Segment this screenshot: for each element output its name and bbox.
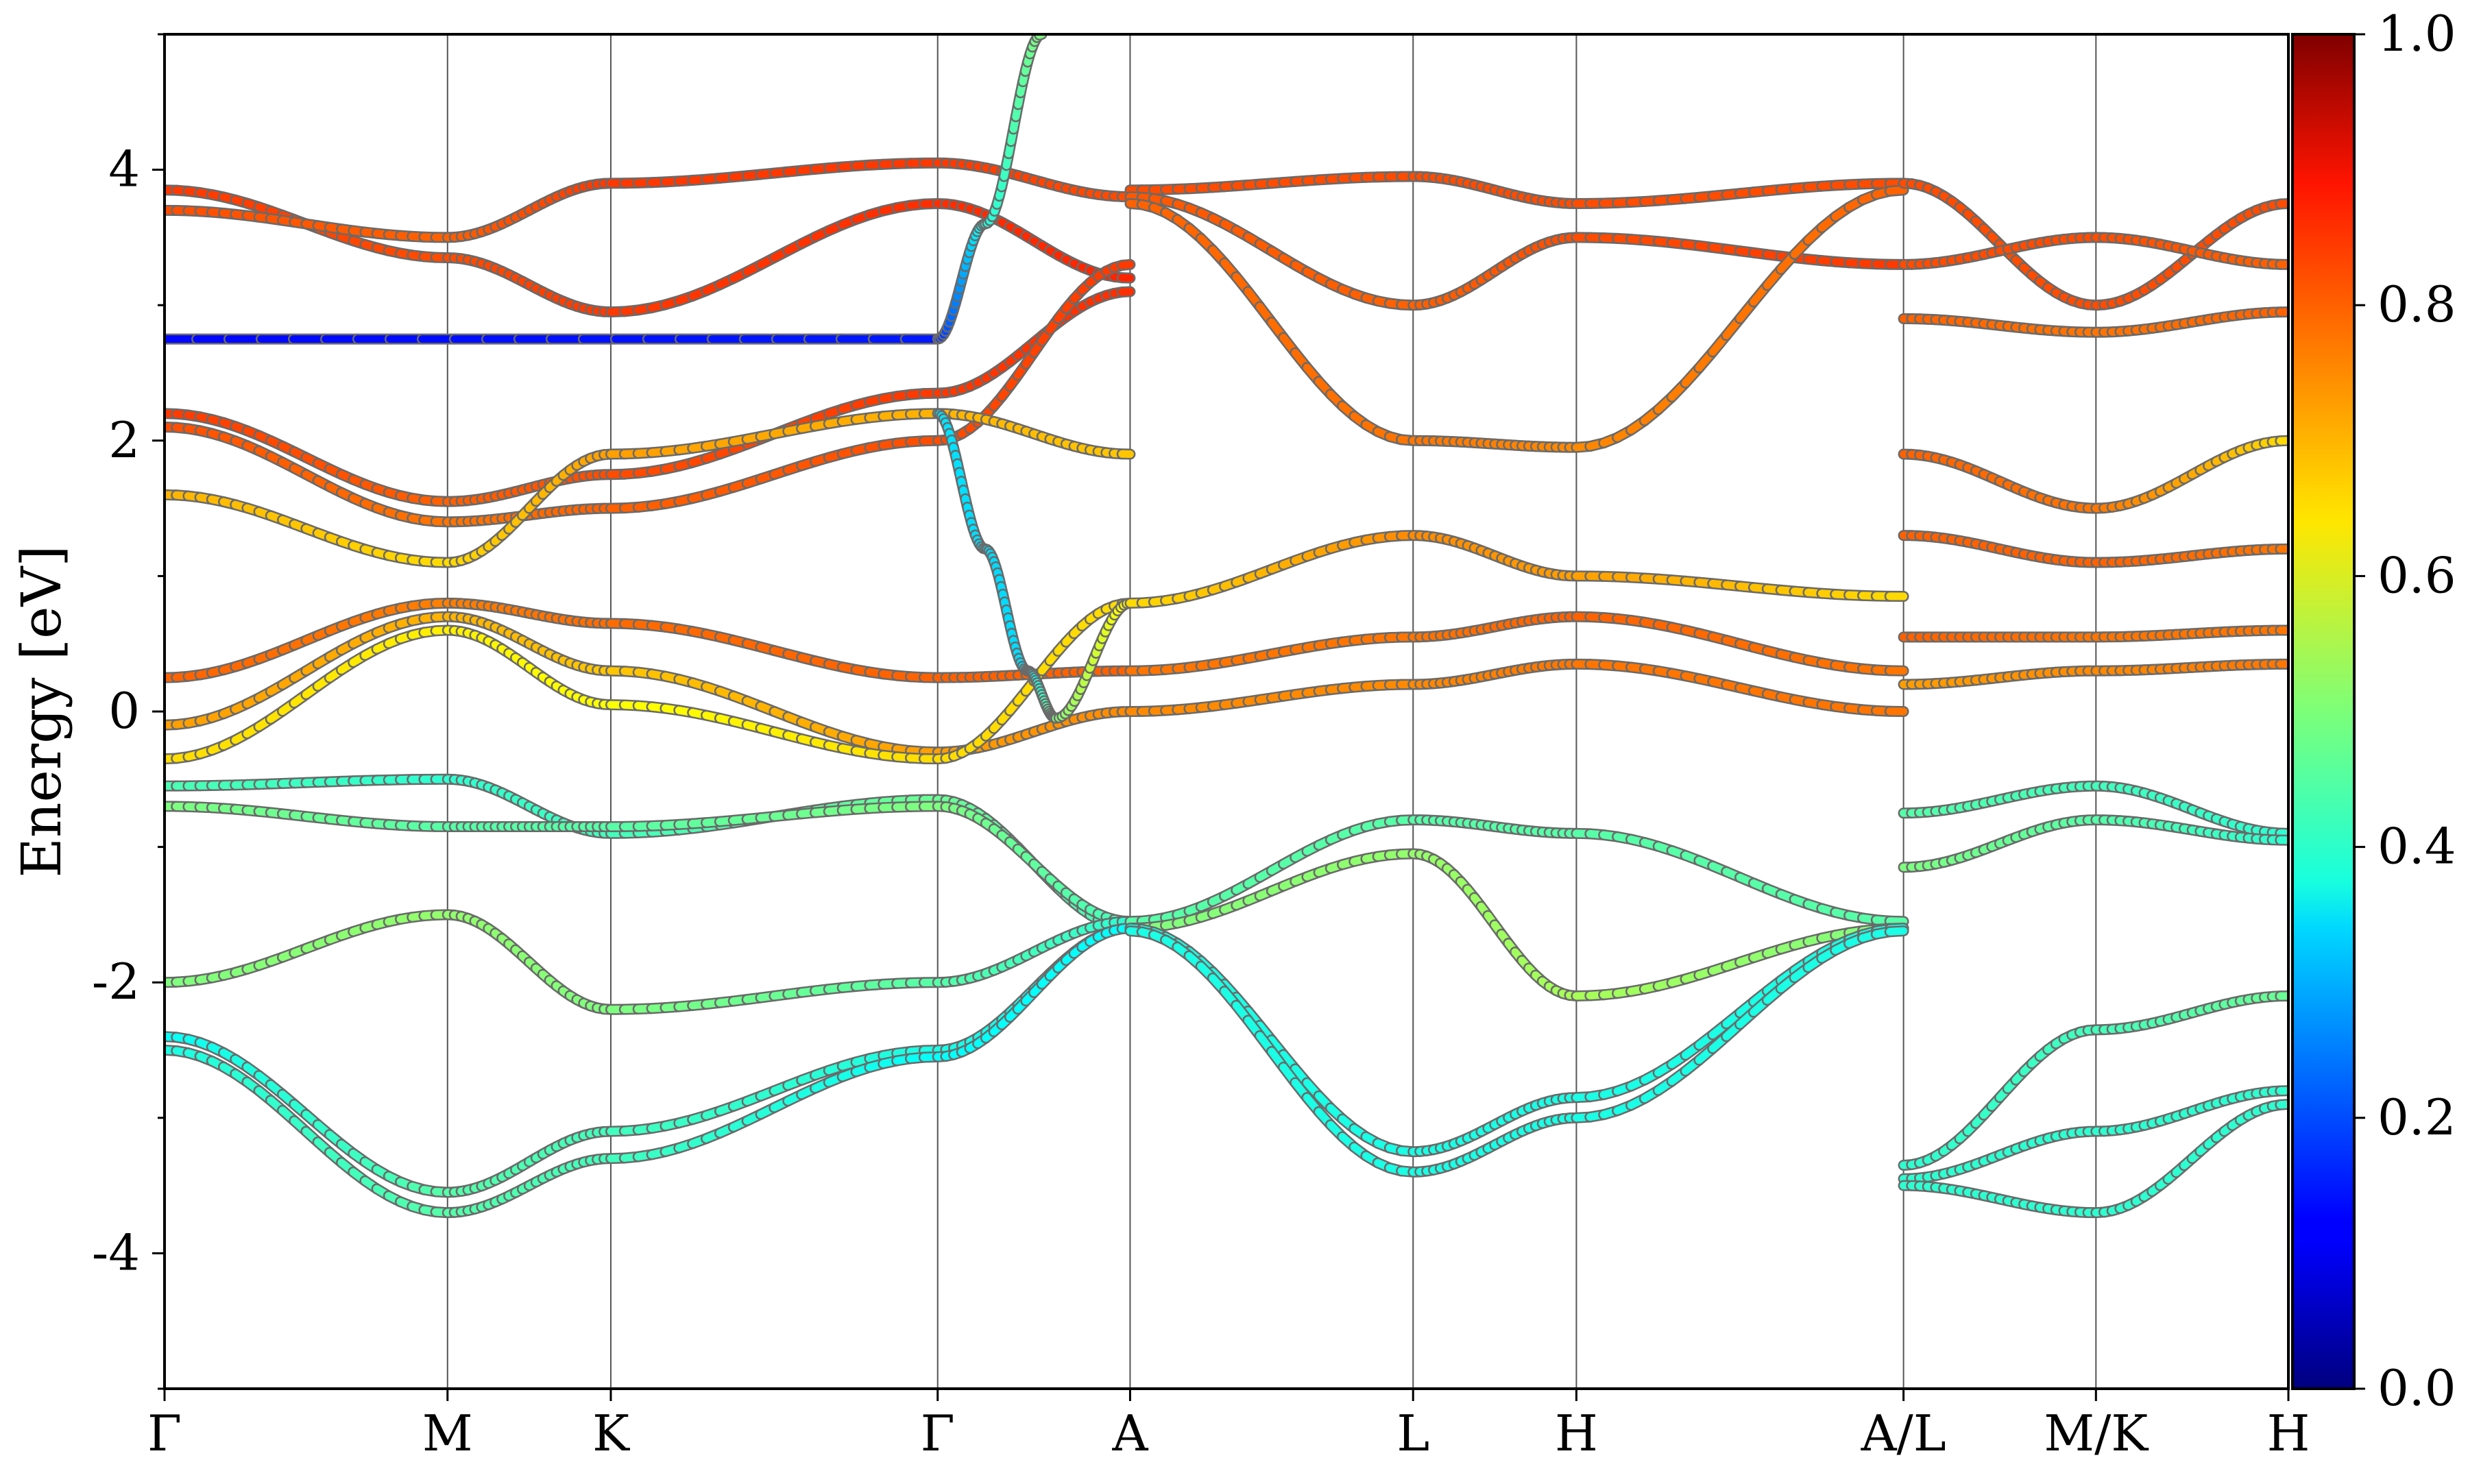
band-segment <box>1890 921 1904 922</box>
band-line <box>165 190 1130 312</box>
band-line <box>165 779 1130 928</box>
band-line <box>1130 617 1903 671</box>
band-segment <box>1890 190 1904 191</box>
band-line <box>165 413 1130 562</box>
band-lines <box>165 34 2288 1213</box>
band-line <box>1130 931 1903 1172</box>
band-line <box>1130 535 1903 603</box>
band-line <box>1130 190 1903 447</box>
band-line <box>1130 176 1903 204</box>
band-line <box>165 806 1130 921</box>
band-segment <box>1122 291 1130 292</box>
band-line <box>165 914 1130 1009</box>
band-line <box>1130 664 1903 711</box>
band-segment <box>1890 931 1904 932</box>
